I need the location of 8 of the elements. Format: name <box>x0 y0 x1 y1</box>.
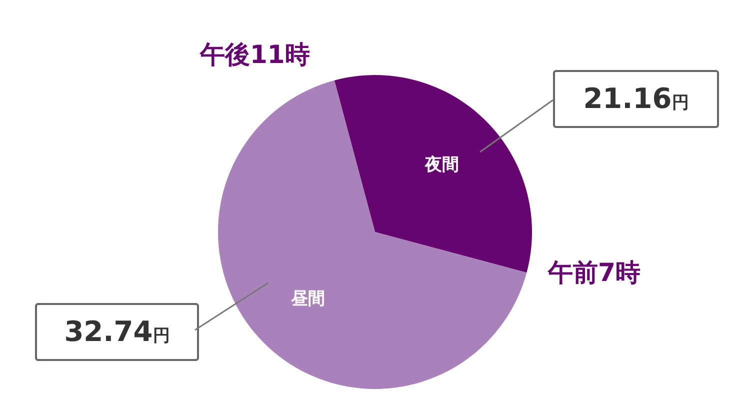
text: 21.16円 <box>553 70 719 128</box>
pie-slice <box>334 75 532 273</box>
text: 32.74円 <box>35 303 199 361</box>
slice-label: 昼間 <box>290 289 325 310</box>
text: 午後11時 <box>200 39 310 71</box>
text: 午前7時 <box>548 257 640 289</box>
slice-label: 夜間 <box>424 154 460 175</box>
pie-slice <box>218 80 527 389</box>
